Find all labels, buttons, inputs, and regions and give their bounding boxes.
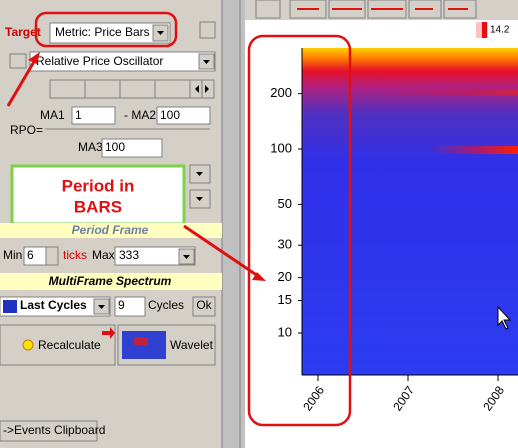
target-label: Target [5,25,41,39]
cycles-input[interactable] [114,296,146,317]
ok-text: Ok [196,298,212,312]
section-title: Period Frame [72,223,149,237]
y-tick-label: 100 [270,140,292,155]
section-band [0,273,222,290]
indicator-icon[interactable] [9,53,27,69]
metric-select[interactable] [49,22,171,44]
section-band [0,223,222,238]
section-title: MultiFrame Spectrum [49,274,172,288]
mode-select[interactable] [0,296,111,317]
callout-line: BARS [74,197,122,216]
indicator-select[interactable] [29,51,216,72]
cycles-label: Cycles [148,298,184,312]
cursor [497,305,512,330]
max-label: Max [92,248,115,262]
ma2-label: - MA2 [124,108,156,122]
ticks-label: ticks [63,248,87,262]
events-tab-text: ->Events Clipboard [3,423,105,437]
max-input[interactable] [114,246,196,266]
ma3-value: 100 [105,140,125,154]
ma2-value: 100 [160,108,180,122]
y-tick-label: 10 [278,324,292,339]
y-tick-label: 50 [278,196,292,211]
scale-value: 14.2 [490,25,510,36]
metric-select-text: Metric: Price Bars [55,25,150,39]
toolbar [245,0,518,20]
min-label: Min [3,248,22,262]
y-tick-label: 15 [278,292,292,307]
ma3-label: MA3 [78,140,103,154]
indicator-select-text: Relative Price Oscillator [36,54,163,68]
ok-button[interactable] [192,296,216,317]
recalculate-text: Recalculate [38,338,101,352]
mode-select-text: Last Cycles [20,298,87,312]
ma1-input[interactable] [71,106,116,125]
y-tick-label: 30 [278,237,292,252]
ma1-label: MA1 [40,108,65,122]
highlight-ellipse [247,34,352,427]
cycles-value: 9 [118,298,125,312]
wavelet-text: Wavelet [170,338,214,352]
ma2-input[interactable] [156,106,211,125]
splitter [222,0,245,448]
tabs [49,79,215,99]
ma1-value: 1 [75,108,82,122]
recalculate-button[interactable] [0,324,116,366]
max-value: 333 [119,248,139,262]
y-tick-label: 200 [270,85,292,100]
ma3-input[interactable] [101,138,163,158]
small-button[interactable] [199,21,216,39]
y-tick-label: 20 [278,269,292,284]
highlight-ellipse [34,11,178,48]
spectrum-heatmap [302,48,518,375]
callout-line: Period in [62,176,135,195]
min-value: 6 [27,248,34,262]
rpo-label: RPO= [10,123,43,137]
events-tab[interactable] [0,420,98,442]
